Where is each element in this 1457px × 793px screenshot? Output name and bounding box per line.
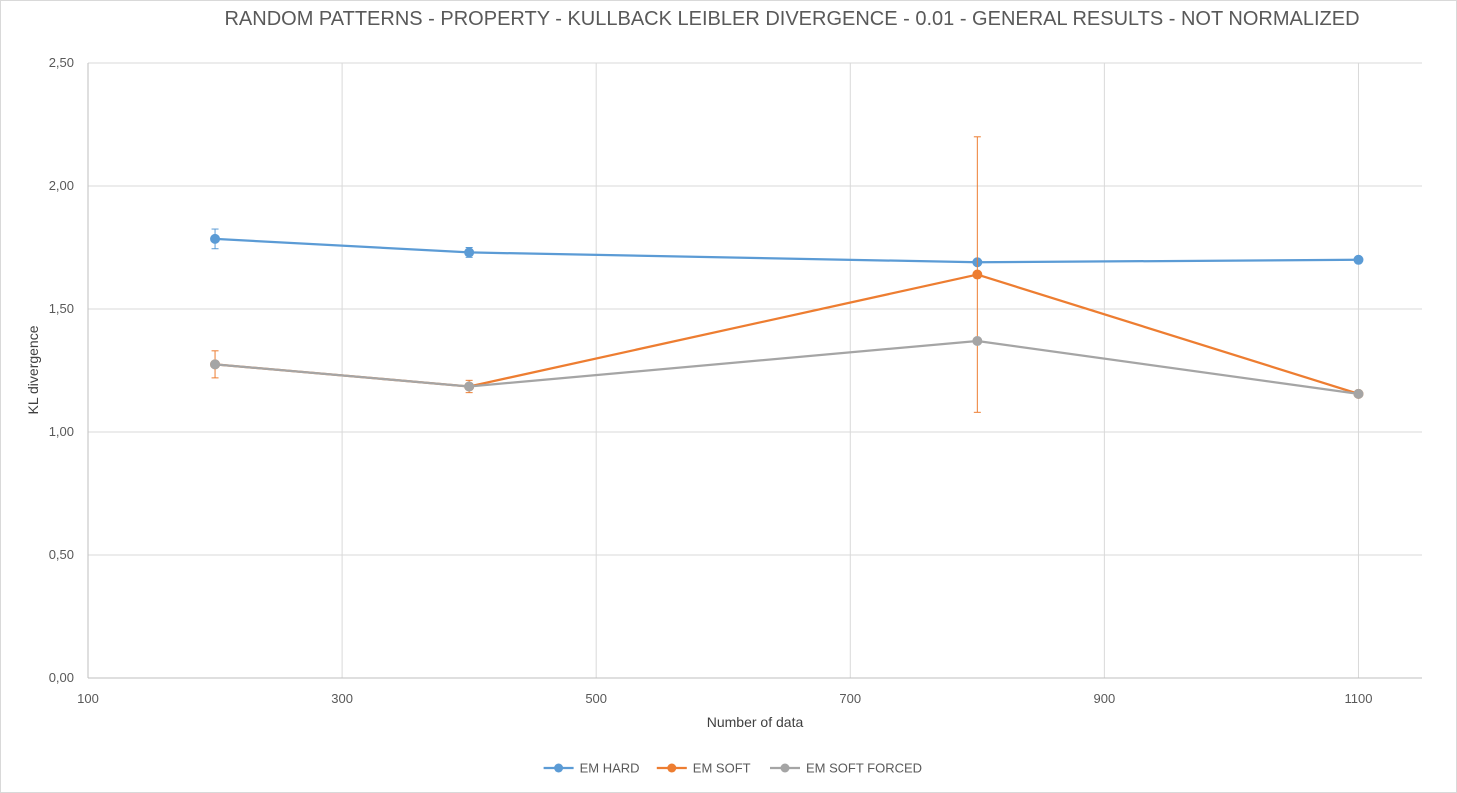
- y-axis-label: KL divergence: [25, 325, 41, 414]
- data-point: [972, 335, 983, 346]
- legend-label: EM SOFT FORCED: [806, 761, 922, 776]
- y-tick-label: 1,50: [49, 301, 74, 316]
- legend-label: EM SOFT: [693, 761, 751, 776]
- legend: EM HARD EM SOFT EM SOFT FORCED: [543, 761, 922, 776]
- x-tick-label: 900: [1094, 691, 1116, 706]
- chart-title: RANDOM PATTERNS - PROPERTY - KULLBACK LE…: [224, 8, 1359, 30]
- data-point: [210, 233, 221, 244]
- series-line: [214, 237, 1359, 264]
- y-tick-label: 0,50: [49, 547, 74, 562]
- data-point: [210, 359, 221, 370]
- y-tick-label: 2,50: [49, 55, 74, 70]
- y-tick-label: 2,00: [49, 178, 74, 193]
- series-line: [214, 339, 1359, 395]
- x-tick-label: 700: [839, 691, 861, 706]
- x-axis-label: Number of data: [707, 714, 804, 730]
- data-point: [464, 247, 475, 258]
- legend-swatch-marker: [554, 763, 564, 773]
- series-line: [214, 273, 1359, 395]
- data-point: [464, 381, 475, 392]
- legend-swatch-marker: [780, 763, 790, 773]
- y-tick-label: 1,00: [49, 424, 74, 439]
- x-tick-label: 500: [585, 691, 607, 706]
- data-point: [1353, 254, 1364, 265]
- series-layer: [210, 136, 1364, 413]
- x-tick-label: 300: [331, 691, 353, 706]
- legend-item: EM SOFT FORCED: [770, 761, 922, 776]
- y-tick-label: 0,00: [49, 670, 74, 685]
- legend-item: EM HARD: [543, 761, 640, 776]
- legend-item: EM SOFT: [656, 761, 751, 776]
- legend-label: EM HARD: [580, 761, 640, 776]
- axes: 0,00 0,50 1,00 1,50 2,00 2,50 100 300 500 700 900 1…: [49, 55, 1422, 706]
- legend-swatch-marker: [667, 763, 677, 773]
- data-point: [972, 269, 983, 280]
- data-point: [1353, 388, 1364, 399]
- x-tick-label: 1100: [1344, 691, 1372, 706]
- series-em-soft-forced: [210, 335, 1364, 399]
- series-em-hard: [210, 228, 1364, 268]
- x-tick-label: 100: [77, 691, 99, 706]
